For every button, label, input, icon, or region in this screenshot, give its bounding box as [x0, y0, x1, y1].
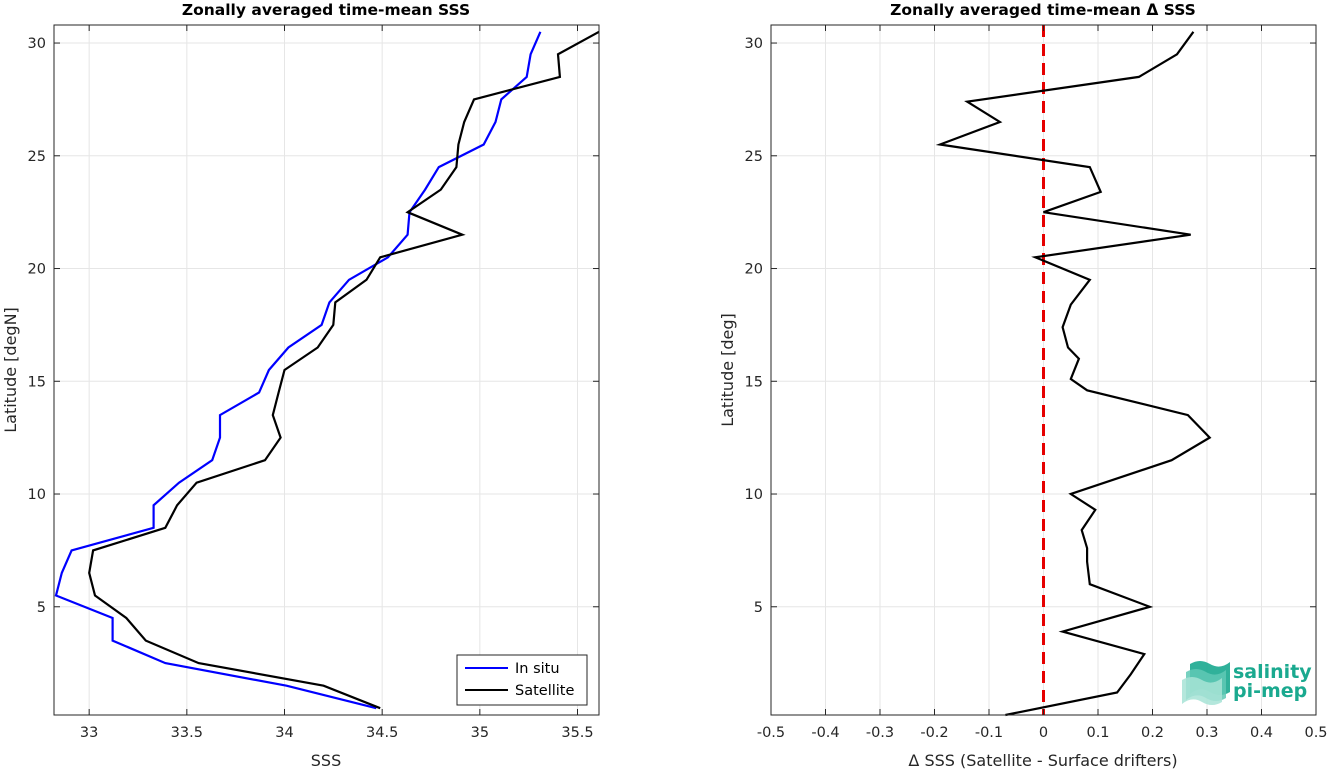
logo-line2: pi-mep [1233, 680, 1307, 702]
legend: In situ Satellite [456, 654, 588, 706]
x-tick-label: 0.1 [1086, 725, 1109, 741]
x-tick-label: 0.5 [1304, 725, 1327, 741]
x-tick-label: 0.2 [1141, 725, 1164, 741]
y-axis-label: Latitude [deg] [718, 313, 737, 427]
x-tick-label: 34 [275, 725, 293, 741]
x-tick-label: 0.3 [1195, 725, 1218, 741]
series-line-in-situ [54, 31, 542, 710]
x-tick-label: 33 [80, 725, 98, 741]
chart-title: Zonally averaged time-mean SSS [182, 1, 470, 19]
y-tick-label: 10 [28, 487, 46, 503]
series-line-satellite [88, 30, 600, 710]
x-tick-label: 0.4 [1250, 725, 1273, 741]
plot-area-frame [53, 24, 600, 716]
grid-lines [54, 25, 599, 715]
y-tick-label: 5 [754, 600, 763, 616]
y-tick-label: 10 [745, 487, 763, 503]
legend-label-satellite: Satellite [515, 683, 574, 699]
x-axis-label: SSS [311, 751, 341, 769]
y-tick-label: 5 [37, 600, 46, 616]
x-tick-label: -0.1 [975, 725, 1003, 741]
series-lines [54, 30, 600, 710]
x-tick-label: -0.4 [811, 725, 839, 741]
series-lines [935, 31, 1212, 717]
legend-box [456, 654, 588, 706]
x-tick-label: 33.5 [171, 725, 203, 741]
y-tick-label: 30 [28, 36, 46, 52]
legend-label-in-situ: In situ [515, 661, 560, 677]
x-tick-label: -0.3 [866, 725, 894, 741]
logo-line1: salinity [1233, 661, 1312, 683]
series-line-delta-sss [935, 31, 1212, 717]
sss-profile-chart: 33 33.5 34 34.5 35 35.5 5 10 15 20 25 30 Zonally av… [1, 1, 600, 770]
x-tick-label: -0.2 [920, 725, 948, 741]
chart-title: Zonally averaged time-mean Δ SSS [890, 1, 1196, 19]
x-tick-label: -0.5 [757, 725, 785, 741]
salinity-pi-mep-logo: salinity pi-mep [1182, 661, 1312, 705]
x-axis-label: Δ SSS (Satellite - Surface drifters) [908, 751, 1177, 769]
y-tick-label: 25 [745, 149, 763, 165]
x-tick-label: 35 [471, 725, 489, 741]
x-tick-label: 0 [1039, 725, 1048, 741]
y-axis-label: Latitude [degN] [1, 307, 20, 433]
axis-ticks: -0.5 -0.4 -0.3 -0.2 -0.1 0 0.1 0.2 0.3 0.4 0.5 5 10 1… [745, 25, 1328, 741]
wave-layers-icon [1182, 661, 1230, 705]
axis-ticks: 33 33.5 34 34.5 35 35.5 5 10 15 20 25 30 [28, 25, 599, 741]
y-tick-label: 15 [28, 374, 46, 390]
y-tick-label: 25 [28, 149, 46, 165]
y-tick-label: 15 [745, 374, 763, 390]
y-tick-label: 30 [745, 36, 763, 52]
y-tick-label: 20 [745, 262, 763, 278]
delta-sss-profile-chart: -0.5 -0.4 -0.3 -0.2 -0.1 0 0.1 0.2 0.3 0.4 0.5 5 10 1… [718, 1, 1328, 770]
x-tick-label: 35.5 [561, 725, 593, 741]
y-tick-label: 20 [28, 262, 46, 278]
x-tick-label: 34.5 [366, 725, 398, 741]
